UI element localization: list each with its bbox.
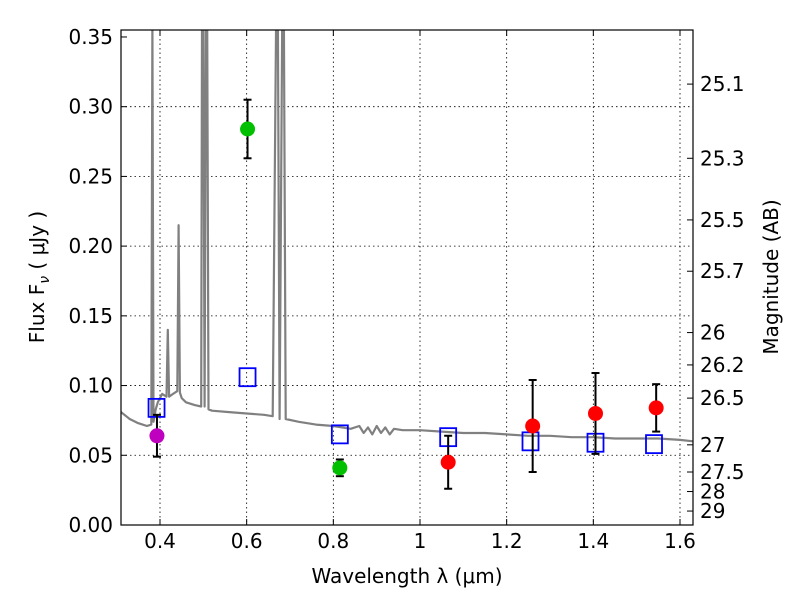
- y-tick-label: 0.20: [68, 234, 113, 258]
- observed-infrared-point: [588, 405, 603, 421]
- observed-blue-point: [149, 428, 165, 444]
- y2-tick-label: 25.3: [700, 146, 745, 170]
- observed-infrared-point: [648, 400, 664, 416]
- y-tick-label: 0.25: [68, 164, 113, 188]
- y2-tick-label: 26.2: [700, 353, 745, 377]
- data-layer: [121, 30, 693, 490]
- y2-tick-label: 26: [700, 321, 725, 345]
- y2-tick-label: 27: [700, 433, 725, 457]
- model-photometry-square: [238, 367, 257, 388]
- x-tick-label: 1.2: [491, 529, 523, 553]
- y-tick-label: 0.00: [68, 513, 113, 537]
- model-photometry-square: [330, 424, 349, 445]
- y2-tick-label: 27.5: [700, 460, 745, 484]
- x-tick-label: 0.6: [231, 529, 263, 553]
- y2-tick-label: 29: [700, 499, 725, 523]
- y-tick-label: 0.35: [68, 25, 113, 49]
- x-tick-label: 1.6: [664, 529, 696, 553]
- model-photometry-square: [645, 434, 663, 455]
- y2-tick-label: 25.7: [700, 259, 745, 283]
- y-tick-label: 0.05: [68, 443, 113, 467]
- x-axis-title: Wavelength λ (μm): [311, 564, 502, 588]
- y-axis-title: Flux Fν ( μJy ): [25, 211, 53, 343]
- y-tick-label: 0.30: [68, 95, 113, 119]
- plot-frame: [120, 29, 694, 526]
- observed-infrared-point: [440, 454, 456, 470]
- observed-infrared-point: [525, 418, 541, 434]
- y-tick-label: 0.10: [68, 374, 113, 398]
- y2-axis-title: Magnitude (AB): [759, 199, 783, 354]
- x-tick-label: 1: [414, 529, 427, 553]
- x-tick-label: 0.4: [144, 529, 176, 553]
- y-axis-title-unit: ( μJy ): [25, 211, 49, 276]
- model-spectrum-line: [121, 30, 693, 443]
- y-axis-title-subscript: ν: [37, 276, 53, 284]
- y2-tick-label: 28: [700, 480, 725, 504]
- y-tick-label: 0.15: [68, 304, 113, 328]
- observed-optical-point: [240, 121, 256, 137]
- x-tick-label: 1.4: [577, 529, 609, 553]
- y2-tick-label: 26.5: [700, 386, 745, 410]
- y2-tick-label: 25.5: [700, 208, 745, 232]
- observed-optical-point: [332, 460, 348, 476]
- y2-tick-label: 25.1: [700, 72, 745, 96]
- y-axis-title-main: Flux F: [25, 284, 49, 343]
- axis-layer: 0.4 0.6 0.8 1 1.2 1.4 1.6 0.00 0.05 0.10 0.15 0.20 0…: [68, 25, 744, 553]
- x-tick-label: 0.8: [317, 529, 349, 553]
- grid-layer: [121, 30, 693, 525]
